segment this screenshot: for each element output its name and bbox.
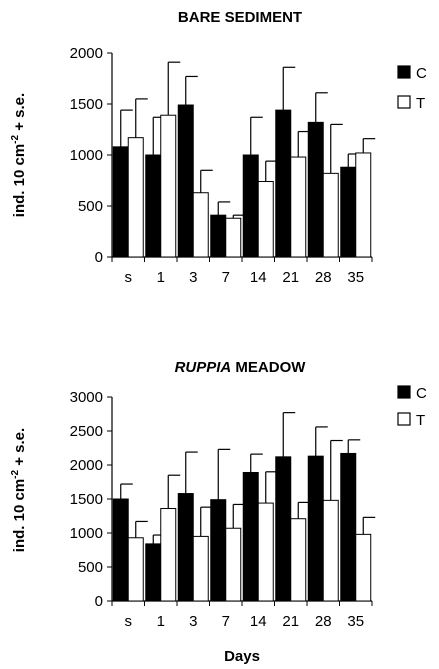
bar-T-7 bbox=[225, 217, 242, 258]
bar-T-1 bbox=[160, 508, 177, 602]
bar-C-14 bbox=[242, 471, 259, 602]
x-tick-label: 14 bbox=[250, 269, 267, 286]
bar-C-21 bbox=[275, 456, 292, 602]
bar-T-14 bbox=[257, 502, 274, 602]
legend-swatch-T bbox=[397, 412, 411, 426]
bar-C-1 bbox=[145, 154, 162, 258]
bar-T-35 bbox=[355, 533, 372, 602]
bar-T-14 bbox=[257, 181, 274, 258]
bar-T-28 bbox=[322, 172, 339, 258]
bar-T-7 bbox=[225, 527, 242, 602]
bar-C-28 bbox=[307, 121, 324, 258]
y-tick-label: 1000 bbox=[70, 525, 103, 542]
x-axis-label: Days bbox=[224, 648, 260, 665]
x-tick-label: 35 bbox=[347, 269, 364, 286]
y-tick-label: 0 bbox=[95, 249, 103, 266]
x-tick-label: s bbox=[125, 613, 133, 630]
x-tick-label: 7 bbox=[222, 613, 230, 630]
bar-T-35 bbox=[355, 152, 372, 258]
bar-T-21 bbox=[290, 518, 307, 602]
legend-swatch-T bbox=[397, 95, 411, 109]
x-tick-label: 7 bbox=[222, 269, 230, 286]
x-tick-label: 1 bbox=[157, 613, 165, 630]
chart-panel-1: BARE SEDIMENT ind. 10 cm-2 + s.e. 0 500 1000… bbox=[10, 9, 427, 286]
chart-title-rest: MEADOW bbox=[231, 359, 306, 376]
bar-C-35 bbox=[340, 166, 357, 258]
bar-T-s bbox=[127, 537, 144, 602]
bar-C-s bbox=[112, 498, 129, 602]
bar-C-28 bbox=[307, 455, 324, 602]
chart-title: BARE SEDIMENT bbox=[178, 9, 302, 26]
y-tick-label: 0 bbox=[95, 593, 103, 610]
chart-title-italic: RUPPIA bbox=[175, 359, 232, 376]
bar-C-3 bbox=[177, 104, 194, 258]
bar-C-s bbox=[112, 146, 129, 258]
y-tick-label: 500 bbox=[78, 559, 103, 576]
x-tick-label: 28 bbox=[315, 613, 332, 630]
chart-panel-2: RUPPIA MEADOW ind. 10 cm-2 + s.e. 0 500 1000… bbox=[10, 359, 427, 665]
x-tick-label: 3 bbox=[189, 269, 197, 286]
legend-label-C: C bbox=[416, 65, 427, 82]
bar-C-14 bbox=[242, 154, 259, 258]
y-axis-label-main: ind. 10 cm bbox=[11, 144, 28, 217]
y-axis-label-sup: -2 bbox=[10, 470, 21, 479]
y-tick-label: 2000 bbox=[70, 457, 103, 474]
bar-T-28 bbox=[322, 499, 339, 602]
y-tick-label: 2000 bbox=[70, 45, 103, 62]
y-axis-label: ind. 10 cm-2 + s.e. bbox=[10, 428, 28, 552]
bar-T-s bbox=[127, 137, 144, 258]
y-axis-label-sup: -2 bbox=[10, 135, 21, 144]
bar-C-35 bbox=[340, 452, 357, 602]
legend-label-T: T bbox=[416, 95, 425, 112]
x-tick-label: 1 bbox=[157, 269, 165, 286]
chart-title: RUPPIA MEADOW bbox=[175, 359, 307, 376]
bar-T-21 bbox=[290, 156, 307, 258]
x-tick-label: 3 bbox=[189, 613, 197, 630]
legend-label-C: C bbox=[416, 385, 427, 402]
bar-C-1 bbox=[145, 543, 162, 602]
x-tick-label: 21 bbox=[282, 613, 299, 630]
x-tick-label: 28 bbox=[315, 269, 332, 286]
y-tick-label: 1500 bbox=[70, 491, 103, 508]
y-tick-label: 1500 bbox=[70, 96, 103, 113]
y-axis-label: ind. 10 cm-2 + s.e. bbox=[10, 93, 28, 217]
x-tick-label: s bbox=[125, 269, 133, 286]
x-tick-label: 35 bbox=[347, 613, 364, 630]
y-tick-label: 1000 bbox=[70, 147, 103, 164]
y-axis-label-suffix: + s.e. bbox=[11, 428, 28, 470]
bar-T-3 bbox=[192, 535, 209, 602]
y-tick-label: 3000 bbox=[70, 389, 103, 406]
y-axis-label-main: ind. 10 cm bbox=[11, 479, 28, 552]
bar-T-1 bbox=[160, 114, 177, 258]
y-axis-label-suffix: + s.e. bbox=[11, 93, 28, 135]
y-tick-label: 2500 bbox=[70, 423, 103, 440]
legend-swatch-C bbox=[397, 385, 411, 399]
bar-C-3 bbox=[177, 493, 194, 602]
legend-swatch-C bbox=[397, 65, 411, 79]
bar-C-21 bbox=[275, 109, 292, 258]
bar-C-7 bbox=[210, 499, 227, 602]
bar-C-7 bbox=[210, 214, 227, 258]
legend-label-T: T bbox=[416, 412, 425, 429]
x-tick-label: 14 bbox=[250, 613, 267, 630]
y-tick-label: 500 bbox=[78, 198, 103, 215]
x-tick-label: 21 bbox=[282, 269, 299, 286]
bar-T-3 bbox=[192, 192, 209, 258]
